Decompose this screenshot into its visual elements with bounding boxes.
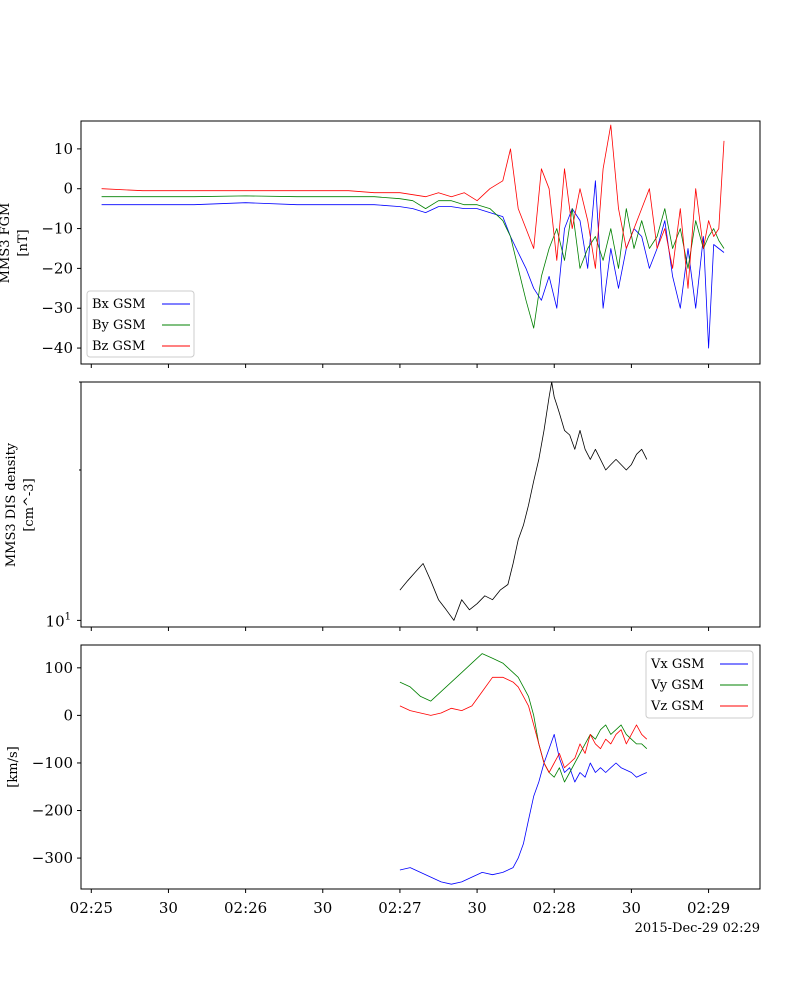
y-tick-label: 0	[63, 180, 73, 198]
y-tick-label: −20	[41, 259, 73, 277]
fgm-legend: Bx GSM By GSM Bz GSM	[86, 290, 195, 358]
bz-gsm-series-line	[101, 124, 725, 289]
bx-gsm-series-line	[101, 180, 725, 349]
legend-vz-gsm: Vz GSM	[650, 699, 704, 714]
x-tick-label: 30	[313, 899, 332, 917]
legend-by-gsm: By GSM	[92, 318, 146, 333]
velocity-panel: 100 0 −100 −200 −300 [km/s] Vx GSM Vy GSM Vz…	[6, 644, 761, 890]
x-tick-label: 30	[159, 899, 178, 917]
y-tick-label: 101	[46, 611, 71, 630]
timestamp-label: 2015-Dec-29 02:29	[635, 921, 760, 936]
fgm-plot-frame	[80, 120, 761, 365]
density-y-label-line2: [cm^-3]	[22, 478, 37, 531]
velocity-plot-frame	[80, 644, 761, 890]
velocity-y-axis: 100 0 −100 −200 −300	[32, 659, 81, 867]
vy-gsm-series-line	[399, 653, 648, 783]
fgm-legend-box	[86, 290, 195, 358]
density-series-line	[399, 381, 648, 621]
vz-gsm-series-line	[399, 676, 648, 773]
density-y-axis: 101	[46, 381, 81, 630]
fgm-y-label-line2: [nT]	[16, 229, 31, 256]
density-panel: 101 MMS3 DIS density [cm^-3]	[4, 381, 761, 630]
fgm-series-group	[101, 124, 725, 349]
y-tick-label: 100	[44, 659, 73, 677]
velocity-y-label-line2: [km/s]	[6, 746, 21, 787]
x-tick-label: 30	[468, 899, 487, 917]
x-tick-label: 02:27	[378, 899, 421, 917]
velocity-series-group	[399, 653, 648, 885]
y-tick-label: 0	[63, 706, 73, 724]
y-tick-label: 10	[54, 140, 73, 158]
x-tick-label: 02:26	[224, 899, 267, 917]
velocity-legend: Vx GSM Vy GSM Vz GSM	[645, 650, 754, 719]
x-tick-label: 02:29	[687, 899, 730, 917]
fgm-y-label-line1: MMS3 FGM	[0, 203, 13, 284]
legend-vx-gsm: Vx GSM	[650, 657, 704, 672]
time-x-axis: 02:25 30 02:26 30 02:27 30 02:28 30 02:29	[70, 364, 730, 917]
velocity-legend-box	[645, 650, 754, 719]
y-tick-label: −300	[32, 849, 73, 867]
y-tick-label: −10	[41, 220, 73, 238]
y-tick-label: −200	[32, 802, 73, 820]
density-y-label-line1: MMS3 DIS density	[4, 442, 19, 567]
y-tick-label: −100	[32, 754, 73, 772]
density-series-group	[399, 381, 648, 621]
x-tick-label: 02:28	[533, 899, 576, 917]
vx-gsm-series-line	[399, 734, 647, 885]
y-tick-label: −30	[41, 299, 73, 317]
legend-vy-gsm: Vy GSM	[650, 678, 704, 693]
y-tick-label: −40	[41, 339, 73, 357]
fgm-y-axis: 10 0 −10 −20 −30 −40	[41, 140, 81, 357]
fgm-panel: 10 0 −10 −20 −30 −40 MMS3 FGM [nT] Bx GSM By …	[0, 120, 761, 365]
x-tick-label: 02:25	[70, 899, 113, 917]
density-plot-frame	[80, 381, 761, 628]
legend-bz-gsm: Bz GSM	[92, 339, 145, 354]
legend-bx-gsm: Bx GSM	[92, 297, 146, 312]
by-gsm-series-line	[101, 195, 725, 329]
x-tick-label: 30	[622, 899, 641, 917]
